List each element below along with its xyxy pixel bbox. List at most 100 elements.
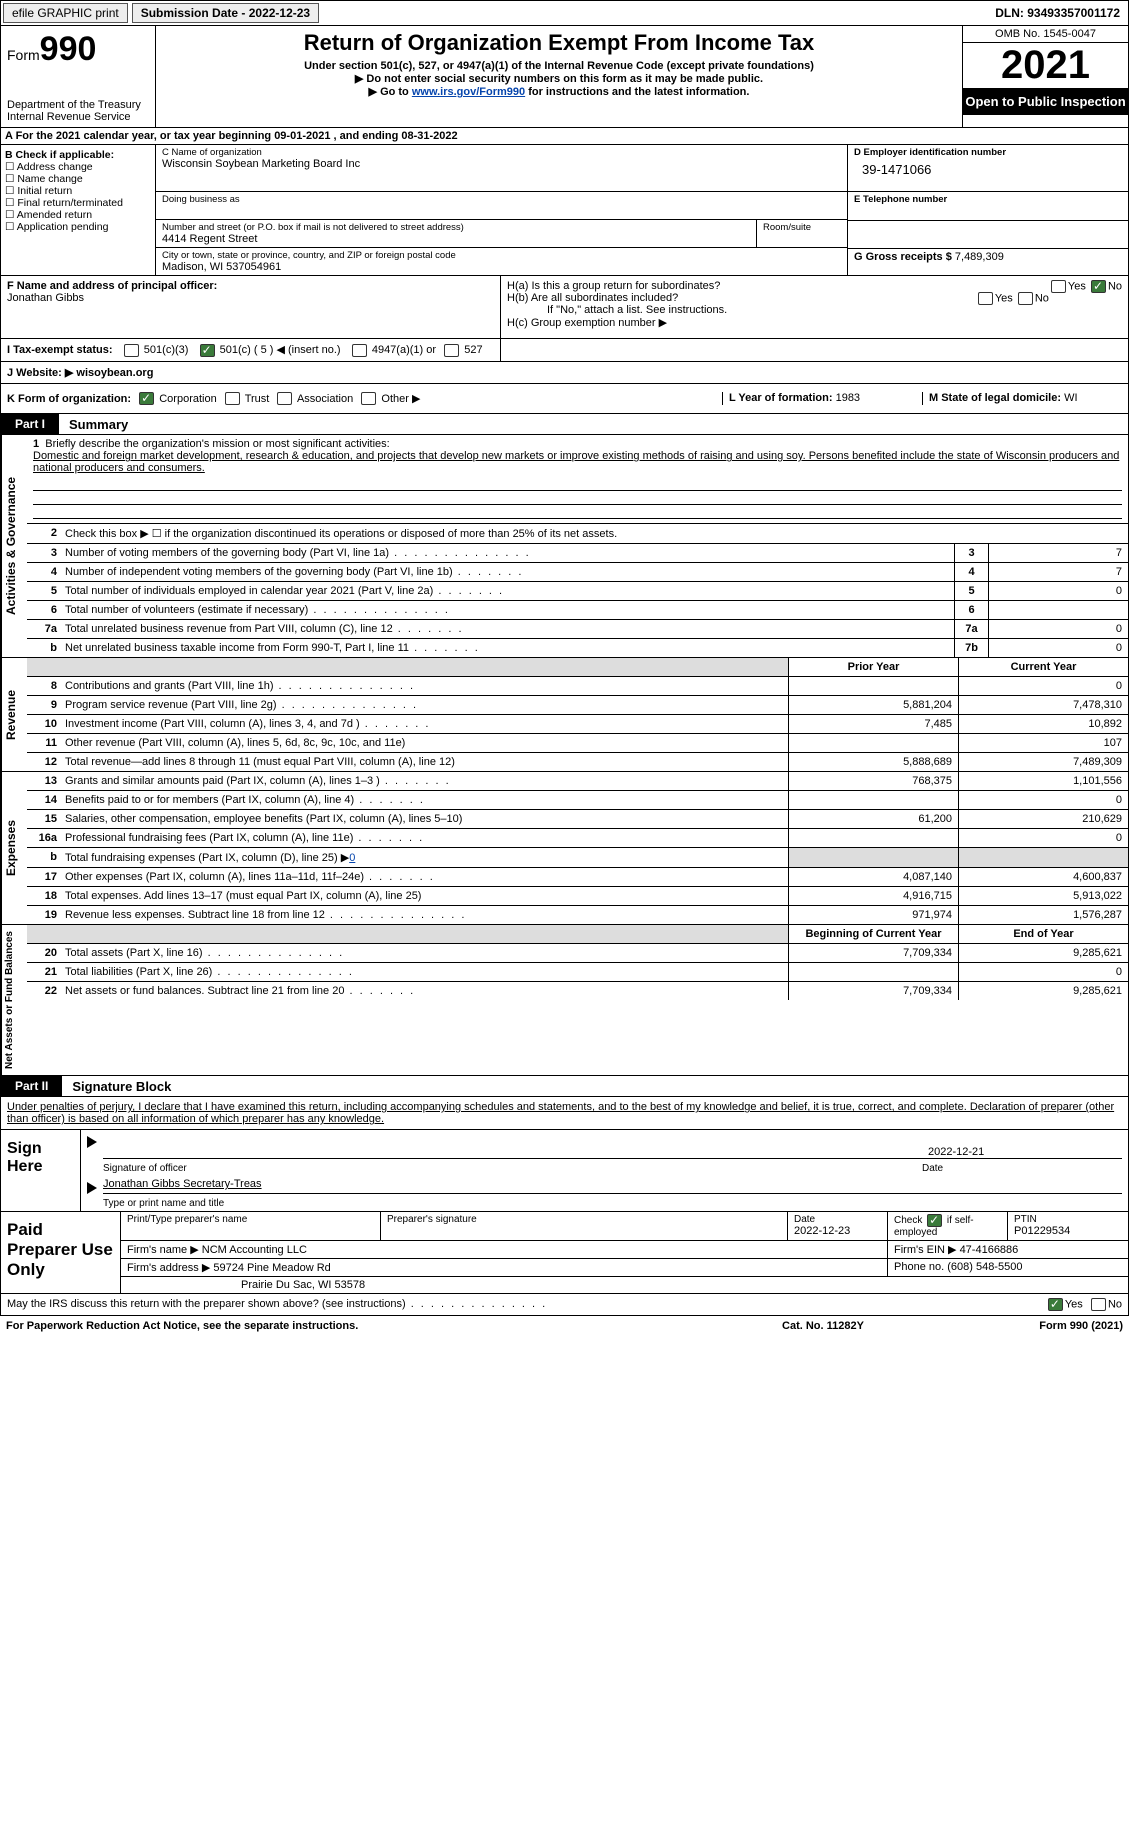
chk-4947[interactable]	[352, 344, 367, 357]
form-header: Form990 Department of the Treasury Inter…	[0, 26, 1129, 127]
discuss-yes-checkbox[interactable]	[1048, 1298, 1063, 1311]
ein-value: 39-1471066	[854, 158, 1122, 189]
firm-name: NCM Accounting LLC	[202, 1244, 307, 1256]
hdr-curr-year: Current Year	[958, 658, 1128, 676]
line-7b-box: 7b	[954, 639, 988, 657]
line-2-text: Check this box ▶ ☐ if the organization d…	[61, 524, 1128, 543]
chk-501c3[interactable]	[124, 344, 139, 357]
line-16a-text: Professional fundraising fees (Part IX, …	[61, 829, 788, 847]
line-4-box: 4	[954, 563, 988, 581]
state-domicile-label: M State of legal domicile:	[929, 392, 1061, 404]
dln: DLN: 93493357001172	[987, 4, 1128, 22]
row-j-website: J Website: ▶ wisoybean.org	[0, 362, 1129, 384]
line-16b-prior	[788, 848, 958, 867]
vtab-revenue: Revenue	[1, 658, 27, 771]
prep-self-emp: Check if self-employed	[888, 1212, 1008, 1240]
net-hdr-blank2	[61, 925, 788, 943]
line-18-prior: 4,916,715	[788, 887, 958, 905]
line-19-num: 19	[27, 906, 61, 924]
vtab-activities: Activities & Governance	[1, 435, 27, 657]
ha-no-checkbox[interactable]	[1091, 280, 1106, 293]
line-7a-num: 7a	[27, 620, 61, 638]
line-12-text: Total revenue—add lines 8 through 11 (mu…	[61, 753, 788, 771]
chk-self-employed[interactable]	[927, 1214, 942, 1227]
form-label: Form	[7, 47, 40, 63]
vtab-expenses: Expenses	[1, 772, 27, 924]
sign-here-block: Sign Here 2022-12-21 Signature of office…	[0, 1130, 1129, 1212]
line-18-num: 18	[27, 887, 61, 905]
form-org-label: K Form of organization:	[7, 393, 131, 405]
rev-hdr-blank2	[61, 658, 788, 676]
row-f-h: F Name and address of principal officer:…	[0, 276, 1129, 339]
fundraising-link[interactable]: 0	[349, 852, 355, 864]
chk-pending[interactable]: ☐ Application pending	[5, 221, 151, 233]
line-17-text: Other expenses (Part IX, column (A), lin…	[61, 868, 788, 886]
goto-prefix: ▶ Go to	[369, 86, 412, 98]
line-11-prior	[788, 734, 958, 752]
chk-trust[interactable]	[225, 392, 240, 405]
line-7a-val: 0	[988, 620, 1128, 638]
line-21-num: 21	[27, 963, 61, 981]
efile-button[interactable]: efile GRAPHIC print	[3, 3, 128, 23]
line-19-curr: 1,576,287	[958, 906, 1128, 924]
form-number: Form990	[7, 30, 149, 69]
officer-signature-line[interactable]	[103, 1132, 922, 1159]
line-14-num: 14	[27, 791, 61, 809]
open-public: Open to Public Inspection	[963, 88, 1128, 115]
line-18-curr: 5,913,022	[958, 887, 1128, 905]
line-8-prior	[788, 677, 958, 695]
chk-other[interactable]	[361, 392, 376, 405]
line-16a-curr: 0	[958, 829, 1128, 847]
chk-address[interactable]: ☐ Address change	[5, 161, 151, 173]
line-4-val: 7	[988, 563, 1128, 581]
line-9-prior: 5,881,204	[788, 696, 958, 714]
chk-corp[interactable]	[139, 392, 154, 405]
hb-no-checkbox[interactable]	[1018, 292, 1033, 305]
discuss-no-checkbox[interactable]	[1091, 1298, 1106, 1311]
mission-text: Domestic and foreign market development,…	[33, 450, 1119, 474]
line-16b-text: Total fundraising expenses (Part IX, col…	[61, 848, 788, 867]
ha-yes-checkbox[interactable]	[1051, 280, 1066, 293]
irs-link[interactable]: www.irs.gov/Form990	[412, 86, 525, 98]
line-11-curr: 107	[958, 734, 1128, 752]
col-b-title: B Check if applicable:	[5, 149, 151, 161]
state-domicile: WI	[1064, 392, 1077, 404]
net-hdr-blank	[27, 925, 61, 943]
chk-amended[interactable]: ☐ Amended return	[5, 209, 151, 221]
line-20-curr: 9,285,621	[958, 944, 1128, 962]
line-20-text: Total assets (Part X, line 16)	[61, 944, 788, 962]
year-formation-label: L Year of formation:	[729, 392, 833, 404]
line-15-text: Salaries, other compensation, employee b…	[61, 810, 788, 828]
submission-date: Submission Date - 2022-12-23	[132, 3, 319, 23]
line-8-num: 8	[27, 677, 61, 695]
chk-name[interactable]: ☐ Name change	[5, 173, 151, 185]
section-expenses: Expenses 13 Grants and similar amounts p…	[0, 772, 1129, 925]
tel-label: E Telephone number	[854, 194, 1122, 205]
line-8-text: Contributions and grants (Part VIII, lin…	[61, 677, 788, 695]
line-22-num: 22	[27, 982, 61, 1000]
firm-ein-label: Firm's EIN ▶	[894, 1244, 957, 1256]
sig-officer-label: Signature of officer	[103, 1163, 922, 1174]
hdr-beg-year: Beginning of Current Year	[788, 925, 958, 943]
line-14-prior	[788, 791, 958, 809]
line-21-prior	[788, 963, 958, 981]
line-1: 1 Briefly describe the organization's mi…	[27, 435, 1128, 477]
part-1-header: Part I Summary	[0, 414, 1129, 435]
chk-assoc[interactable]	[277, 392, 292, 405]
chk-final[interactable]: ☐ Final return/terminated	[5, 197, 151, 209]
footer-bottom: For Paperwork Reduction Act Notice, see …	[0, 1316, 1129, 1336]
line-7a-text: Total unrelated business revenue from Pa…	[61, 620, 954, 638]
line-19-prior: 971,974	[788, 906, 958, 924]
line-6-val	[988, 601, 1128, 619]
line-22-text: Net assets or fund balances. Subtract li…	[61, 982, 788, 1000]
form-note-ssn: ▶ Do not enter social security numbers o…	[162, 72, 956, 85]
chk-501c[interactable]	[200, 344, 215, 357]
line-9-num: 9	[27, 696, 61, 714]
line-16a-prior	[788, 829, 958, 847]
chk-527[interactable]	[444, 344, 459, 357]
line-22-prior: 7,709,334	[788, 982, 958, 1000]
hb-yes-checkbox[interactable]	[978, 292, 993, 305]
line-22-curr: 9,285,621	[958, 982, 1128, 1000]
chk-initial[interactable]: ☐ Initial return	[5, 185, 151, 197]
line-20-num: 20	[27, 944, 61, 962]
